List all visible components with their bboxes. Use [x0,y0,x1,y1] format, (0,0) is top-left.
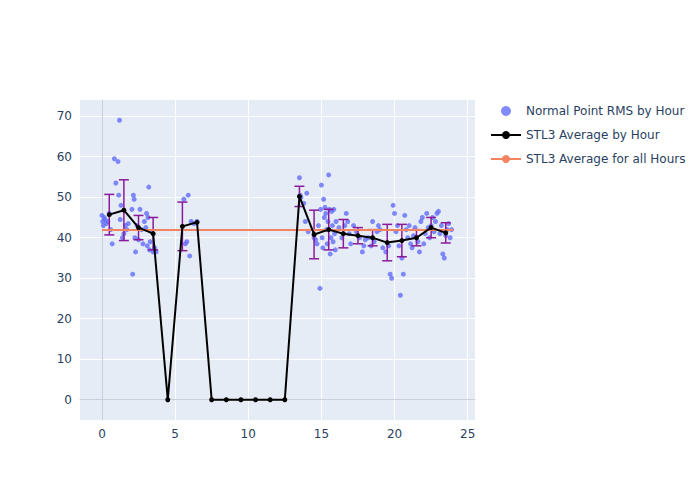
svg-text:20: 20 [57,312,72,326]
svg-text:0: 0 [98,427,106,441]
svg-text:STL3 Average for all Hours: STL3 Average for all Hours [526,152,685,166]
svg-text:70: 70 [57,109,72,123]
svg-text:10: 10 [57,352,72,366]
svg-text:5: 5 [171,427,179,441]
svg-text:0: 0 [64,393,72,407]
svg-text:15: 15 [314,427,329,441]
svg-text:25: 25 [460,427,475,441]
svg-text:10: 10 [241,427,256,441]
svg-text:40: 40 [57,231,72,245]
svg-text:STL3 Average by Hour: STL3 Average by Hour [526,128,660,142]
svg-text:Normal Point RMS by Hour: Normal Point RMS by Hour [526,104,684,118]
svg-text:60: 60 [57,150,72,164]
svg-text:30: 30 [57,271,72,285]
svg-text:20: 20 [387,427,402,441]
svg-text:50: 50 [57,190,72,204]
